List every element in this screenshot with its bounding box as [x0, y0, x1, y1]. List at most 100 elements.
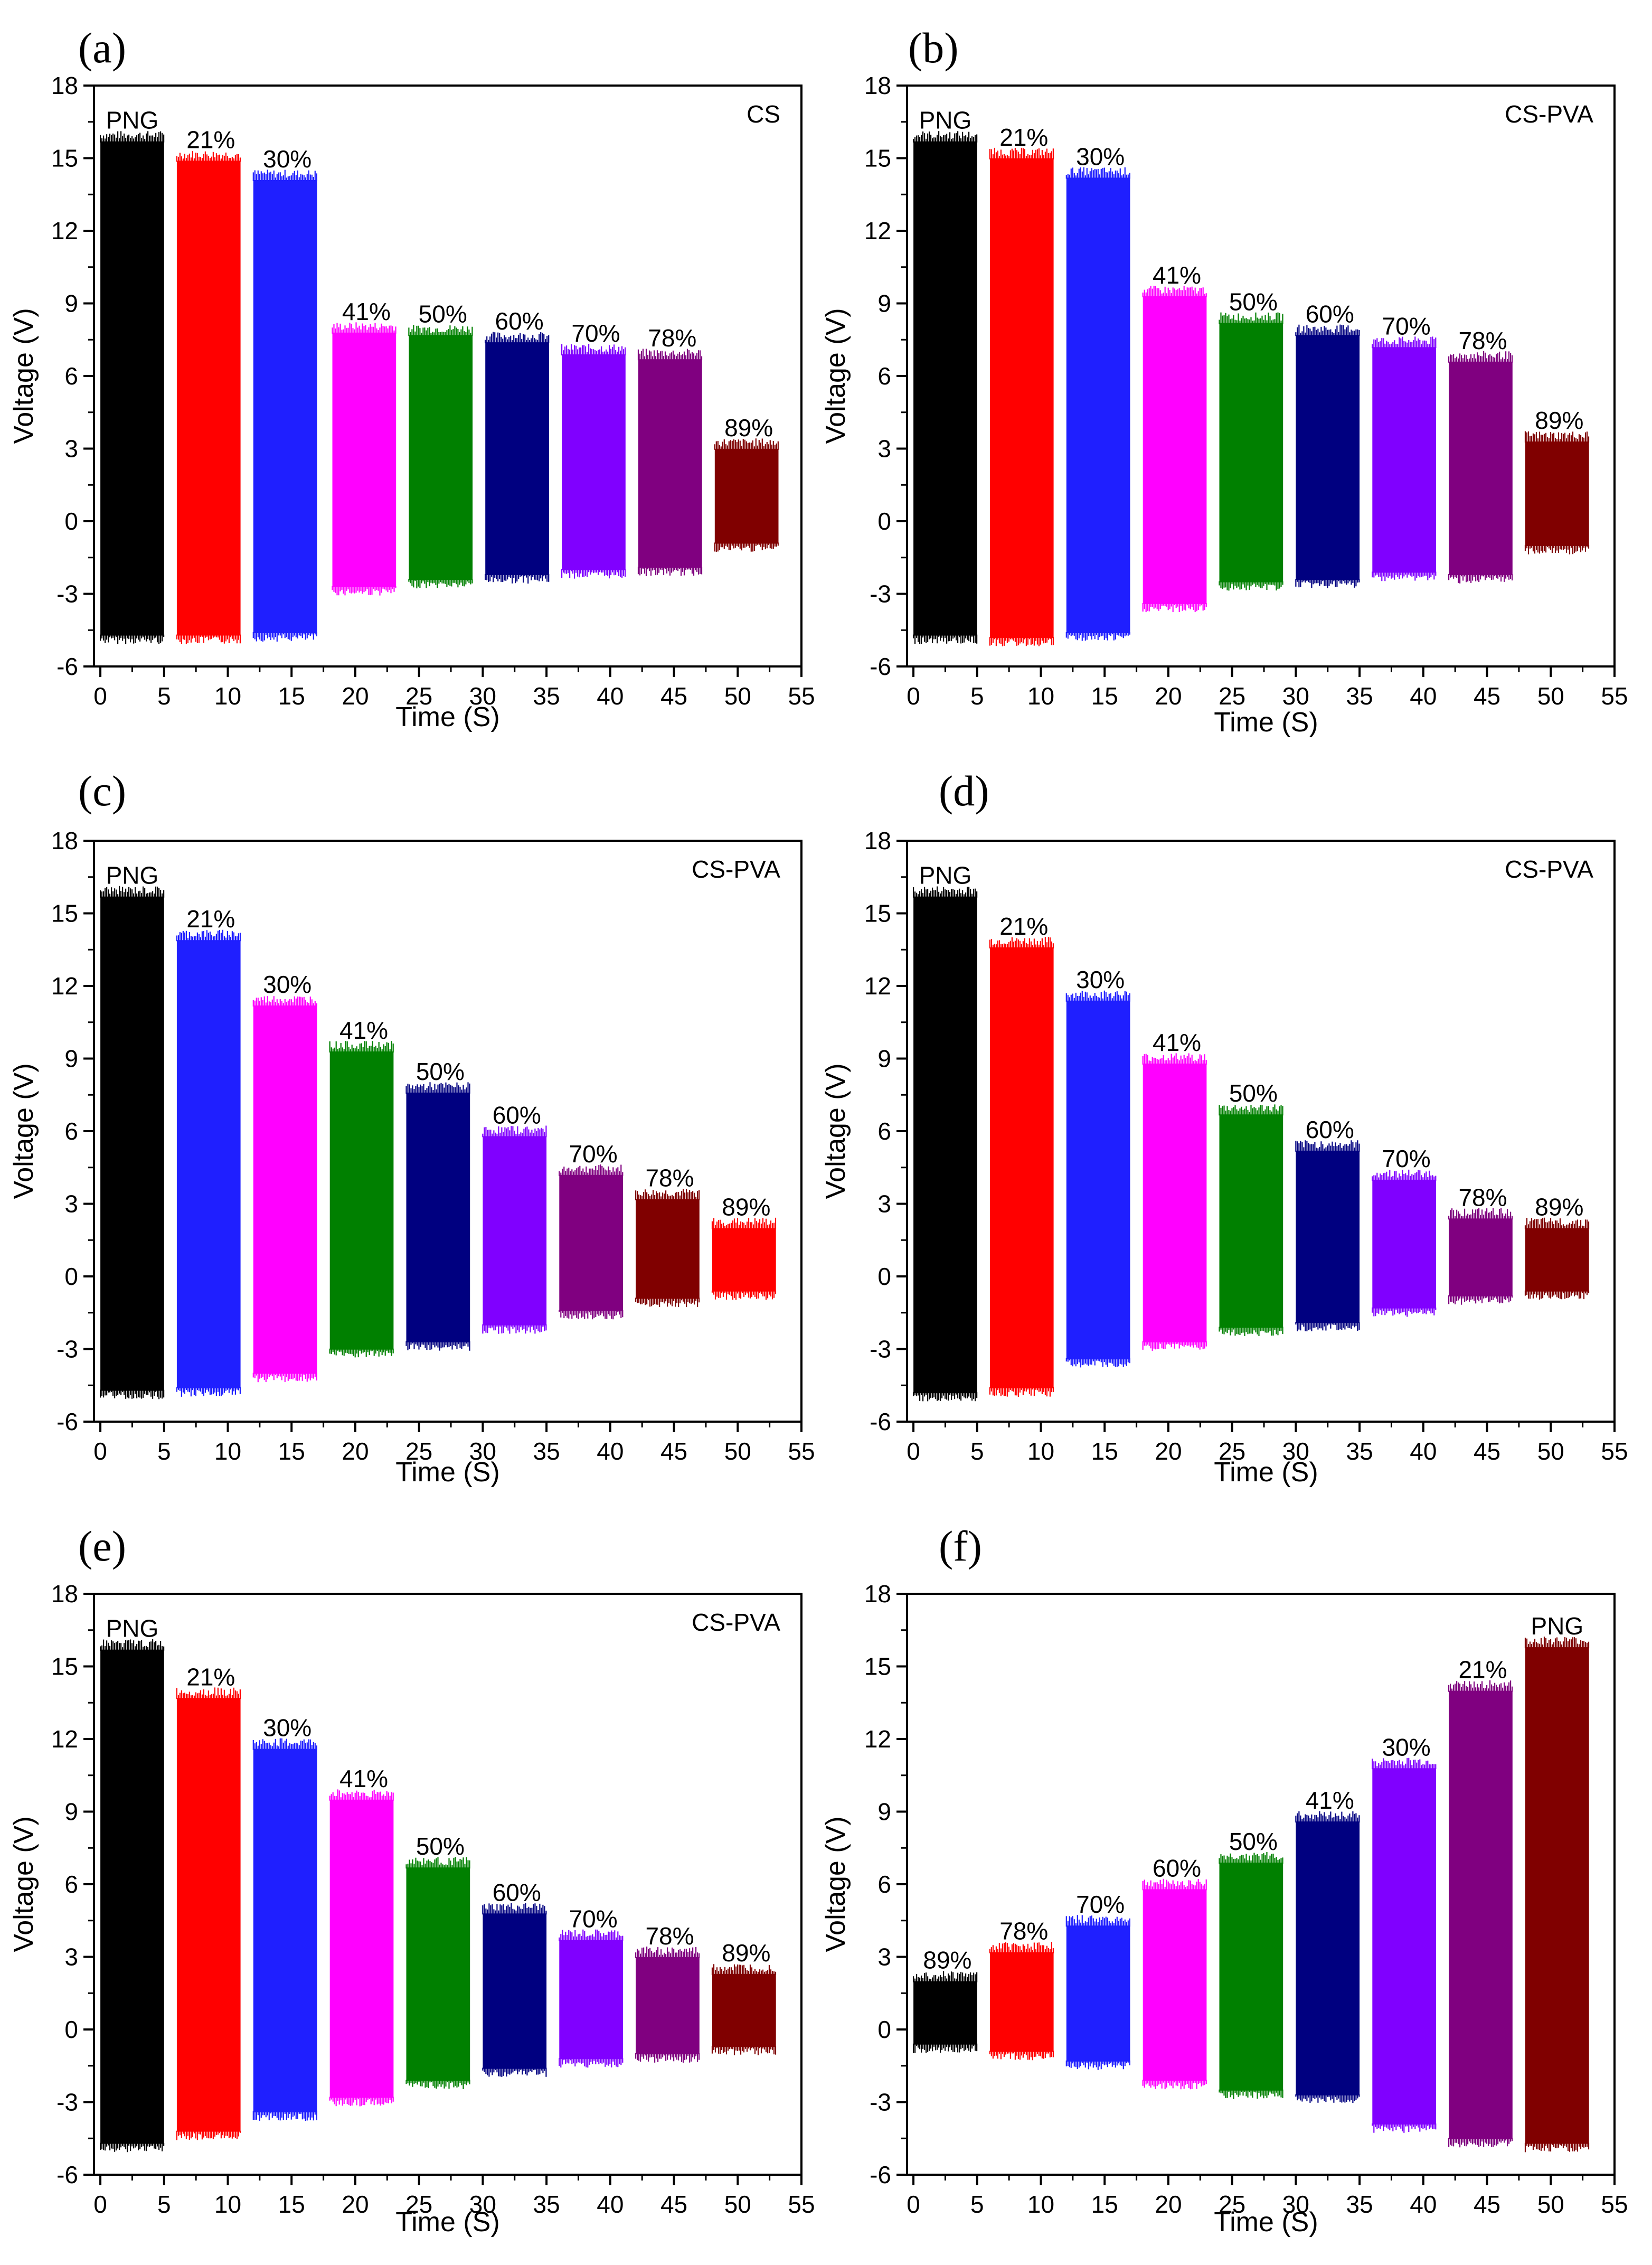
- chart-title: CS: [747, 100, 780, 128]
- bar-label: 50%: [416, 1058, 465, 1085]
- x-tick-label: 35: [1346, 2191, 1373, 2218]
- bar-label: 21%: [186, 1663, 235, 1690]
- voltage-bar-troughs: [635, 2053, 700, 2063]
- voltage-bar-png: [100, 886, 165, 1399]
- voltage-bar-21pct: [176, 929, 241, 1397]
- bar-label: 30%: [263, 145, 311, 173]
- x-tick-label: 35: [533, 1437, 560, 1465]
- y-tick-label: -3: [870, 1336, 891, 1363]
- y-tick-label: 0: [64, 1263, 78, 1290]
- x-tick-label: 20: [342, 682, 369, 710]
- x-tick-label: 10: [1027, 1437, 1054, 1465]
- y-tick-label: 18: [51, 827, 78, 854]
- voltage-bar-troughs: [176, 634, 241, 644]
- voltage-bar-peaks: [989, 147, 1054, 159]
- voltage-bar-body: [1143, 1889, 1207, 2081]
- voltage-bar-body: [1372, 1179, 1436, 1309]
- x-tick-label: 35: [1346, 682, 1373, 710]
- voltage-bar-troughs: [482, 1324, 547, 1334]
- y-tick-label: 6: [877, 1117, 891, 1145]
- voltage-bar-body: [1219, 1114, 1283, 1328]
- voltage-bar-body: [406, 1867, 470, 2081]
- y-tick-label: 15: [51, 145, 78, 172]
- panel-letter: (b): [908, 24, 959, 72]
- voltage-bar-peaks: [329, 1789, 394, 1801]
- bar-label: 21%: [1458, 1656, 1507, 1684]
- voltage-bar-peaks: [637, 349, 703, 361]
- y-tick-label: 18: [51, 72, 78, 99]
- voltage-bar-troughs: [989, 637, 1054, 646]
- bar-label: 50%: [419, 300, 467, 327]
- voltage-bar-peaks: [989, 937, 1054, 948]
- y-tick-label: -6: [870, 2161, 891, 2188]
- bar-label: 41%: [339, 1765, 388, 1792]
- voltage-bar-png: [913, 131, 978, 644]
- voltage-bar-70pct: [559, 1164, 624, 1320]
- voltage-bar-41pct: [329, 1041, 394, 1358]
- bar-label: 60%: [493, 1101, 541, 1129]
- y-tick-label: 9: [877, 1045, 891, 1073]
- voltage-bar-peaks: [1065, 1915, 1130, 1927]
- voltage-bar-peaks: [711, 1964, 777, 1975]
- voltage-bar-body: [1219, 1863, 1283, 2091]
- voltage-bar-troughs: [989, 2051, 1054, 2061]
- x-tick-label: 5: [970, 2191, 984, 2218]
- chart-panel-a: (a) PNG 21% 30% 41% 50% 60% 70% 78% 89% CS 0 5 10 15 20…: [8, 24, 815, 732]
- voltage-bar-troughs: [1524, 545, 1590, 554]
- voltage-bar-body: [100, 141, 164, 636]
- voltage-bar-78pct: [635, 1189, 700, 1308]
- y-tick-label: 9: [877, 1798, 891, 1826]
- bar-label: 60%: [495, 307, 544, 335]
- voltage-bar-89pct: [714, 438, 779, 552]
- x-tick-label: 25: [1219, 2191, 1245, 2218]
- voltage-bar-troughs: [635, 1298, 700, 1308]
- y-axis-label: Voltage (V): [8, 308, 39, 444]
- voltage-bar-peaks: [1524, 1637, 1590, 1649]
- x-tick-label: 55: [1601, 682, 1628, 710]
- voltage-bar-body: [176, 1698, 241, 2132]
- voltage-bar-peaks: [1448, 351, 1513, 363]
- bar-label: 89%: [1535, 407, 1583, 434]
- voltage-bar-troughs: [714, 542, 779, 552]
- y-tick-label: 6: [64, 1117, 78, 1145]
- bar-label: PNG: [919, 107, 972, 134]
- x-tick-label: 5: [157, 1437, 171, 1465]
- bar-label: 41%: [342, 298, 391, 325]
- y-tick-label: 3: [64, 1190, 78, 1218]
- y-tick-label: -3: [56, 580, 78, 608]
- y-tick-label: 6: [877, 1871, 891, 1898]
- voltage-bar-troughs: [100, 2142, 165, 2153]
- bar-label: 60%: [1306, 1116, 1354, 1143]
- voltage-bar-troughs: [559, 1310, 624, 1320]
- x-axis-label: Time (S): [395, 2207, 499, 2238]
- voltage-bar-body: [1296, 335, 1360, 580]
- voltage-bar-body: [485, 342, 549, 575]
- panel-letter: (e): [78, 1522, 126, 1570]
- bar-label: 41%: [1306, 1787, 1354, 1814]
- voltage-bar-body: [913, 141, 977, 636]
- voltage-bar-troughs: [1065, 632, 1130, 641]
- voltage-bar-60pct: [482, 1903, 547, 2077]
- chart-panel-d: (d) PNG 21% 30% 41% 50% 60% 70% 78% 89% CS-PVA 0 5 10…: [820, 767, 1628, 1488]
- y-tick-label: 18: [864, 72, 891, 99]
- voltage-bar-body: [176, 161, 241, 636]
- voltage-bar-body: [1372, 1768, 1436, 2125]
- voltage-bar-peaks: [1142, 286, 1207, 297]
- voltage-bar-body: [329, 1799, 394, 2098]
- x-tick-label: 35: [533, 682, 560, 710]
- y-tick-label: 18: [51, 1580, 78, 1608]
- bar-label: 78%: [1458, 1183, 1507, 1211]
- x-tick-label: 45: [1474, 1437, 1500, 1465]
- x-tick-label: 15: [1091, 2191, 1118, 2218]
- x-tick-label: 15: [1091, 682, 1118, 710]
- voltage-bar-21pct: [1448, 1680, 1513, 2148]
- x-tick-label: 50: [1537, 2191, 1564, 2218]
- voltage-bar-peaks: [1065, 167, 1130, 179]
- chart-title: CS-PVA: [692, 1609, 780, 1636]
- voltage-bar-body: [714, 448, 779, 544]
- voltage-bar-troughs: [405, 2080, 470, 2089]
- y-tick-label: 0: [877, 2016, 891, 2043]
- voltage-bar-70pct: [559, 1929, 624, 2068]
- y-tick-label: 12: [864, 972, 891, 1000]
- voltage-bar-70pct: [561, 344, 626, 579]
